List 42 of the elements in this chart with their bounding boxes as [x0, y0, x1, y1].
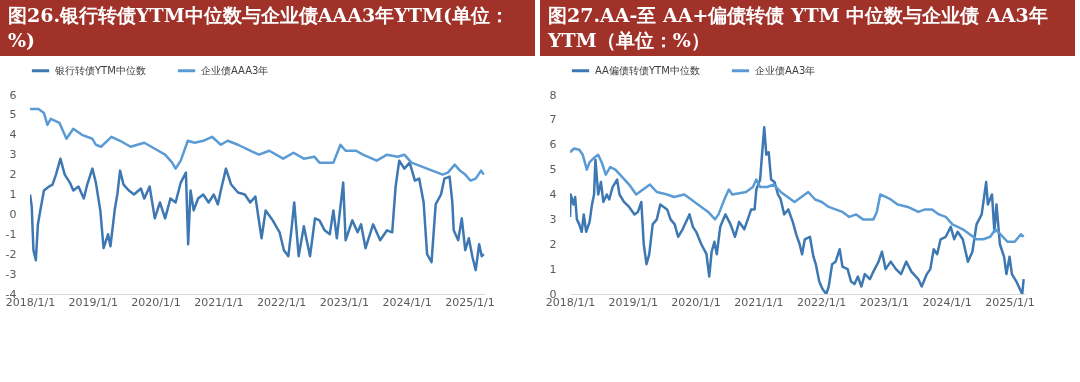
y-tick-label: 7: [549, 113, 557, 127]
y-tick-label: 1: [9, 188, 17, 201]
y-tick-label: 4: [9, 128, 17, 142]
x-tick-label: 2019/1/1: [68, 295, 118, 309]
y-tick-label: 8: [549, 88, 557, 102]
x-tick-label: 2021/1/1: [734, 295, 784, 309]
x-tick-label: 2021/1/1: [194, 295, 244, 309]
y-tick-label: 2: [9, 168, 17, 182]
x-tick-label: 2024/1/1: [922, 295, 972, 309]
y-tick-label: 5: [549, 163, 557, 177]
x-tick-label: 2020/1/1: [671, 295, 721, 309]
chart-title: 图27.AA-至 AA+偏债转债 YTM 中位数与企业债 AA3年 YTM（单位：%）: [540, 0, 1075, 56]
y-tick-label: 1: [549, 262, 557, 276]
x-tick-label: 2022/1/1: [256, 295, 307, 309]
chart-title: 图26.银行转债YTM中位数与企业债AAA3年YTM(单位：%): [0, 0, 535, 56]
legend-label: 银行转债YTM中位数: [54, 64, 146, 76]
x-tick-label: 2020/1/1: [131, 295, 181, 309]
y-tick-label: 2: [549, 237, 557, 251]
legend-label: 企业债AA3年: [755, 64, 816, 76]
y-tick-label: 6: [9, 88, 17, 102]
legend-label: 企业债AAA3年: [201, 64, 269, 76]
x-tick-label: 2025/1/1: [445, 295, 495, 309]
x-tick-label: 2025/1/1: [985, 295, 1035, 309]
legend-label: AA偏债转债YTM中位数: [595, 64, 700, 76]
line-series: [570, 147, 1025, 244]
y-tick-label: -1: [5, 227, 17, 241]
x-tick-label: 2023/1/1: [319, 295, 370, 309]
x-tick-label: 2019/1/1: [608, 295, 658, 309]
y-tick-label: -2: [5, 247, 17, 261]
y-tick-label: 3: [549, 212, 557, 226]
y-tick-label: 5: [9, 108, 17, 122]
x-tick-label: 2023/1/1: [859, 295, 910, 309]
x-tick-label: 2022/1/1: [796, 295, 847, 309]
x-tick-label: 2024/1/1: [382, 295, 432, 309]
y-tick-label: 0: [9, 207, 17, 221]
y-tick-label: 6: [549, 138, 557, 152]
y-tick-label: -3: [5, 267, 17, 281]
y-tick-label: 4: [549, 188, 557, 201]
line-series: [30, 157, 485, 272]
y-tick-label: 3: [9, 148, 17, 162]
line-series: [30, 107, 485, 182]
line-series: [570, 126, 1025, 294]
